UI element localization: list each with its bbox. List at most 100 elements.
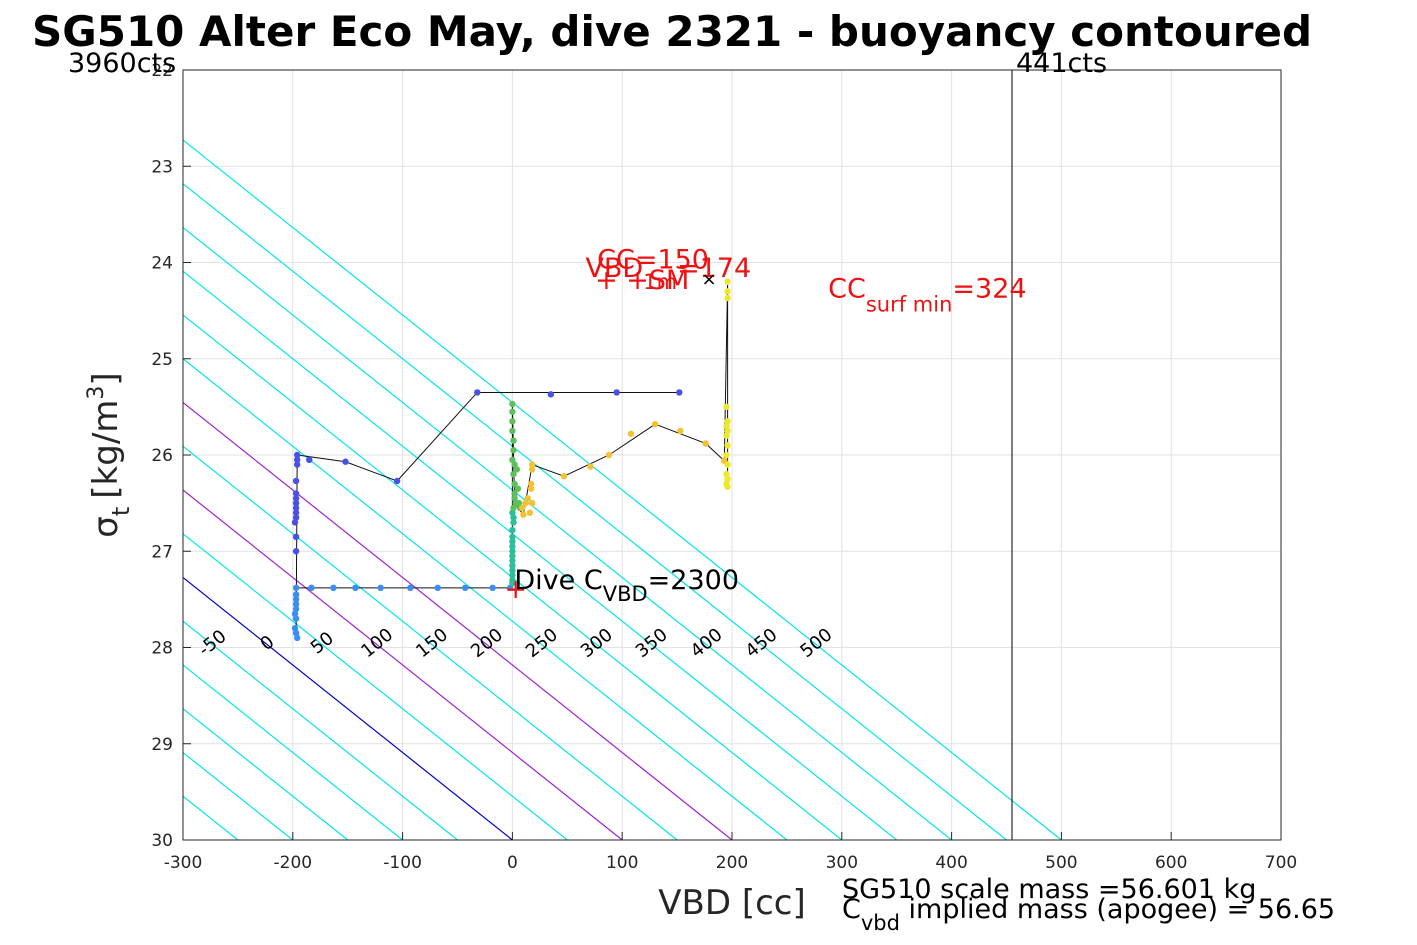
- data-point: [527, 485, 535, 492]
- contour-line: [183, 664, 403, 840]
- data-point: [627, 430, 635, 438]
- data-point: [509, 418, 516, 425]
- data-point: [520, 511, 527, 518]
- implied-mass-sub: vbd: [861, 911, 900, 935]
- contour-line: [183, 357, 788, 840]
- data-point: [509, 400, 516, 408]
- data-point: [509, 557, 516, 565]
- data-point: [474, 389, 481, 396]
- data-point: [510, 471, 517, 478]
- data-point: [509, 456, 516, 464]
- data-point: [522, 499, 529, 507]
- cc-annotation-pre: CC: [597, 245, 635, 276]
- data-point: [291, 610, 299, 618]
- y-axis-label-unit-close: ]: [86, 372, 126, 385]
- data-point: [489, 584, 496, 592]
- data-point: [524, 495, 531, 502]
- y-tick-label: 27: [151, 542, 173, 562]
- data-point: [292, 477, 300, 485]
- y-tick-label: 29: [151, 735, 173, 755]
- scale-mass-text: SG510 scale mass =56.601 kg: [842, 874, 1256, 905]
- vbd1m-post: =174: [677, 253, 751, 284]
- dive-path: [295, 281, 729, 638]
- y-tick-label: 28: [151, 639, 173, 659]
- ccsurf-post: =324: [952, 273, 1026, 304]
- data-point: [510, 504, 517, 512]
- cc-annotation: CC=150: [597, 245, 709, 276]
- data-point: [292, 629, 300, 637]
- vbd1m-sub: 1m: [643, 270, 677, 294]
- x-tick-label: 200: [716, 853, 748, 873]
- chart-title: SG510 Alter Eco May, dive 2321 - buoyanc…: [32, 7, 1312, 56]
- data-point: [723, 403, 730, 411]
- data-point: [613, 389, 620, 396]
- data-point: [306, 456, 313, 464]
- y-axis-label-sub: t: [107, 507, 135, 516]
- data-point: [292, 533, 300, 541]
- implied-mass-text: Cvbd implied mass (apogee) = 56.65: [842, 894, 1335, 935]
- data-point: [514, 485, 522, 492]
- data-point: [509, 552, 516, 560]
- data-point: [509, 427, 516, 435]
- data-point: [292, 514, 300, 521]
- x-tick-label: 500: [1045, 853, 1077, 873]
- data-point: [723, 422, 730, 430]
- dive-marker: +: [504, 574, 527, 605]
- data-point: [724, 475, 731, 483]
- data-point: [407, 584, 414, 592]
- data-point: [526, 509, 534, 516]
- data-point: [292, 605, 300, 613]
- data-point: [723, 432, 730, 439]
- data-point: [377, 584, 384, 592]
- data-point: [528, 499, 536, 507]
- data-points: [291, 278, 731, 642]
- data-point: [605, 451, 613, 459]
- x-tick-label: -300: [164, 853, 203, 873]
- contour-line: [0, 70, 73, 840]
- contour-line: [183, 139, 1062, 840]
- data-point: [292, 600, 300, 608]
- data-point: [342, 458, 349, 465]
- data-point: [509, 533, 516, 541]
- data-point: [509, 572, 516, 579]
- data-point: [511, 490, 518, 497]
- data-point: [293, 634, 301, 642]
- data-point: [724, 294, 731, 302]
- contour-line: [183, 182, 1007, 840]
- contour-line: [183, 576, 513, 840]
- data-point: [527, 480, 535, 488]
- contour-lines: [0, 70, 1062, 840]
- data-point: [510, 446, 517, 454]
- data-point: [434, 584, 441, 592]
- implied-mass-rest: implied mass (apogee) = 56.65: [900, 894, 1335, 925]
- data-point: [509, 579, 516, 587]
- x-tick-label: 700: [1265, 853, 1297, 873]
- dive-annotation: Dive CVBD=2300: [514, 565, 739, 606]
- data-point: [587, 463, 594, 470]
- data-point: [519, 504, 526, 512]
- data-point: [292, 490, 300, 497]
- data-point: [293, 461, 301, 468]
- x-tick-label: 400: [935, 853, 967, 873]
- data-point: [510, 514, 517, 521]
- x-tick-label: 0: [507, 853, 518, 873]
- data-point: [724, 442, 731, 449]
- data-point: [724, 427, 731, 435]
- data-point: [292, 509, 300, 516]
- sm-marker: + +SM: [595, 265, 689, 296]
- data-point: [308, 584, 315, 592]
- data-point: [292, 495, 300, 502]
- data-point: [293, 451, 301, 459]
- y-axis-label: σt [kg/m3]: [84, 372, 135, 537]
- data-point: [352, 584, 359, 592]
- y-tick-label: 24: [151, 254, 173, 274]
- data-point: [702, 440, 709, 447]
- contour-line: [183, 314, 843, 840]
- x-tick-label: -200: [274, 853, 313, 873]
- data-point: [393, 477, 401, 485]
- vbd1m-marker: ×: [701, 269, 716, 290]
- data-point: [677, 427, 684, 435]
- data-point: [509, 562, 516, 569]
- cc-annotation-post: =150: [635, 245, 709, 276]
- contour-line: [183, 270, 898, 840]
